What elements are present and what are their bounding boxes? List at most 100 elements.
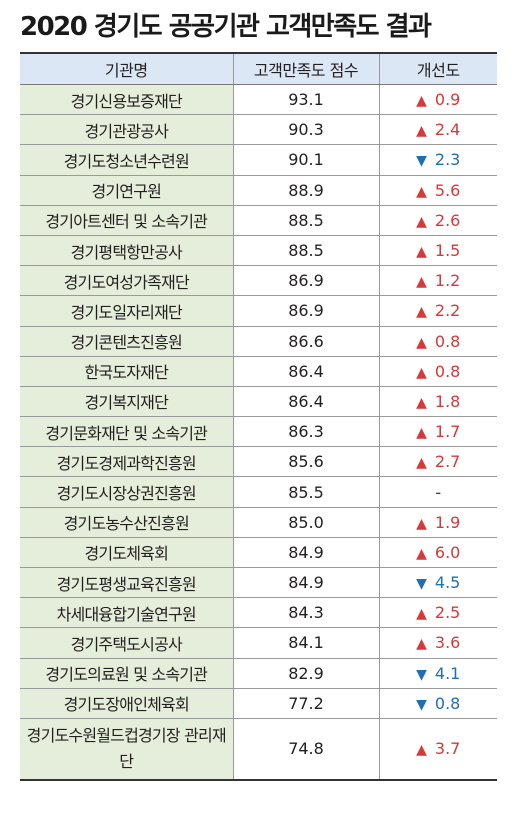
change-value: 2.3 <box>434 150 461 170</box>
org-name-cell: 경기평택항만공사 <box>20 235 234 267</box>
triangle-up-icon: ▲ <box>416 93 427 110</box>
change-value: 0.8 <box>434 693 461 713</box>
change-value: 3.6 <box>434 633 461 653</box>
org-name-cell: 경기문화재단 및 소속기관 <box>20 416 234 448</box>
change-value: 0.8 <box>434 361 461 381</box>
change-value: 6.0 <box>434 542 461 562</box>
change-value: 0.8 <box>434 331 461 351</box>
org-name-cell: 경기도여성가족재단 <box>20 265 234 297</box>
triangle-up-icon: ▲ <box>416 515 427 532</box>
change-value: 1.7 <box>434 422 461 442</box>
change-cell: ▲ 3.7 <box>379 718 497 781</box>
org-name-cell: 경기도체육회 <box>20 537 234 569</box>
header-org: 기관명 <box>20 52 234 85</box>
table-row: 경기도청소년수련원 90.1 ▼ 2.3 <box>20 144 497 176</box>
change-cell: ▲ 2.2 <box>379 295 497 327</box>
score-cell: 90.3 <box>233 114 380 146</box>
triangle-up-icon: ▲ <box>416 636 427 653</box>
change-value: - <box>435 482 442 502</box>
change-cell: ▲ 1.7 <box>379 416 497 448</box>
change-cell: ▲ 2.6 <box>379 205 497 236</box>
change-value: 1.5 <box>434 241 461 261</box>
score-cell: 84.9 <box>233 537 380 569</box>
change-cell: ▲ 1.2 <box>379 265 497 297</box>
header-change: 개선도 <box>379 52 497 85</box>
score-cell: 84.9 <box>233 567 380 599</box>
org-name-cell: 경기도청소년수련원 <box>20 144 234 176</box>
table-row: 경기콘텐츠진흥원 86.6 ▲ 0.8 <box>20 326 497 357</box>
org-name-cell: 경기복지재단 <box>20 386 234 418</box>
change-value: 4.1 <box>434 663 461 683</box>
triangle-up-icon: ▲ <box>416 455 427 472</box>
org-name-cell: 경기관광공사 <box>20 114 234 146</box>
table-row: 경기평택항만공사 88.5 ▲ 1.5 <box>20 235 497 267</box>
table-row: 한국도자재단 86.4 ▲ 0.8 <box>20 356 497 387</box>
table-row: 경기도경제과학진흥원 85.6 ▲ 2.7 <box>20 446 497 478</box>
score-cell: 86.9 <box>233 265 380 297</box>
score-cell: 85.6 <box>233 446 380 478</box>
change-cell: ▲ 1.8 <box>379 386 497 418</box>
change-cell: ▲ 3.6 <box>379 627 497 659</box>
satisfaction-table: 기관명 고객만족도 점수 개선도 경기신용보증재단 93.1 ▲ 0.9 경기관광공사 9… <box>20 52 497 781</box>
triangle-up-icon: ▲ <box>416 183 427 200</box>
score-cell: 82.9 <box>233 658 380 689</box>
change-cell: ▲ 0.8 <box>379 326 497 357</box>
table-row: 경기복지재단 86.4 ▲ 1.8 <box>20 386 497 418</box>
table-row: 경기도시장상권진흥원 85.5 - <box>20 476 497 508</box>
change-value: 2.6 <box>434 210 461 230</box>
triangle-down-icon: ▼ <box>416 696 427 713</box>
org-name-cell: 경기도경제과학진흥원 <box>20 446 234 478</box>
org-name-cell: 경기도농수산진흥원 <box>20 507 234 538</box>
change-value: 1.2 <box>434 271 461 291</box>
change-value: 2.5 <box>434 603 461 623</box>
score-cell: 90.1 <box>233 144 380 176</box>
org-name-cell: 경기주택도시공사 <box>20 627 234 659</box>
change-cell: ▲ 0.8 <box>379 356 497 387</box>
score-cell: 88.5 <box>233 235 380 267</box>
change-cell: ▲ 0.9 <box>379 84 497 116</box>
org-name-cell: 경기도수원월드컵경기장 관리재단 <box>20 718 234 781</box>
org-name-cell: 경기콘텐츠진흥원 <box>20 326 234 357</box>
change-value: 2.7 <box>434 452 461 472</box>
table-row: 경기연구원 88.9 ▲ 5.6 <box>20 175 497 206</box>
table-row: 경기신용보증재단 93.1 ▲ 0.9 <box>20 84 497 116</box>
score-cell: 84.1 <box>233 627 380 659</box>
change-cell: ▼ 2.3 <box>379 144 497 176</box>
table-row: 경기문화재단 및 소속기관 86.3 ▲ 1.7 <box>20 416 497 448</box>
table-row: 차세대융합기술연구원 84.3 ▲ 2.5 <box>20 597 497 629</box>
score-cell: 84.3 <box>233 597 380 629</box>
table-header-row: 기관명 고객만족도 점수 개선도 <box>20 52 497 85</box>
org-name-cell: 경기도장애인체육회 <box>20 688 234 719</box>
table-row: 경기아트센터 및 소속기관 88.5 ▲ 2.6 <box>20 205 497 236</box>
table-row: 경기도의료원 및 소속기관 82.9 ▼ 4.1 <box>20 658 497 689</box>
change-cell: ▼ 4.1 <box>379 658 497 689</box>
score-cell: 85.0 <box>233 507 380 538</box>
change-value: 1.8 <box>434 391 461 411</box>
score-cell: 86.4 <box>233 386 380 418</box>
org-name-cell: 경기연구원 <box>20 175 234 206</box>
table-row: 경기도농수산진흥원 85.0 ▲ 1.9 <box>20 507 497 538</box>
org-name-cell: 한국도자재단 <box>20 356 234 387</box>
score-cell: 86.3 <box>233 416 380 448</box>
triangle-up-icon: ▲ <box>416 123 427 140</box>
org-name-cell: 경기아트센터 및 소속기관 <box>20 205 234 236</box>
triangle-up-icon: ▲ <box>416 334 427 351</box>
score-cell: 86.4 <box>233 356 380 387</box>
change-cell: ▼ 0.8 <box>379 688 497 719</box>
org-name-cell: 차세대융합기술연구원 <box>20 597 234 629</box>
score-cell: 77.2 <box>233 688 380 719</box>
change-value: 1.9 <box>434 512 461 532</box>
change-value: 3.7 <box>434 739 461 759</box>
change-cell: ▲ 1.5 <box>379 235 497 267</box>
table-row: 경기도수원월드컵경기장 관리재단 74.8 ▲ 3.7 <box>20 718 497 781</box>
score-cell: 88.5 <box>233 205 380 236</box>
triangle-up-icon: ▲ <box>416 274 427 291</box>
change-cell: ▼ 4.5 <box>379 567 497 599</box>
triangle-up-icon: ▲ <box>416 213 427 230</box>
change-cell: ▲ 1.9 <box>379 507 497 538</box>
org-name-cell: 경기도평생교육진흥원 <box>20 567 234 599</box>
org-name-cell: 경기도일자리재단 <box>20 295 234 327</box>
triangle-up-icon: ▲ <box>416 425 427 442</box>
table-body: 경기신용보증재단 93.1 ▲ 0.9 경기관광공사 90.3 ▲ 2.4 경기도청소년수련원 9… <box>20 84 497 781</box>
triangle-up-icon: ▲ <box>416 364 427 381</box>
